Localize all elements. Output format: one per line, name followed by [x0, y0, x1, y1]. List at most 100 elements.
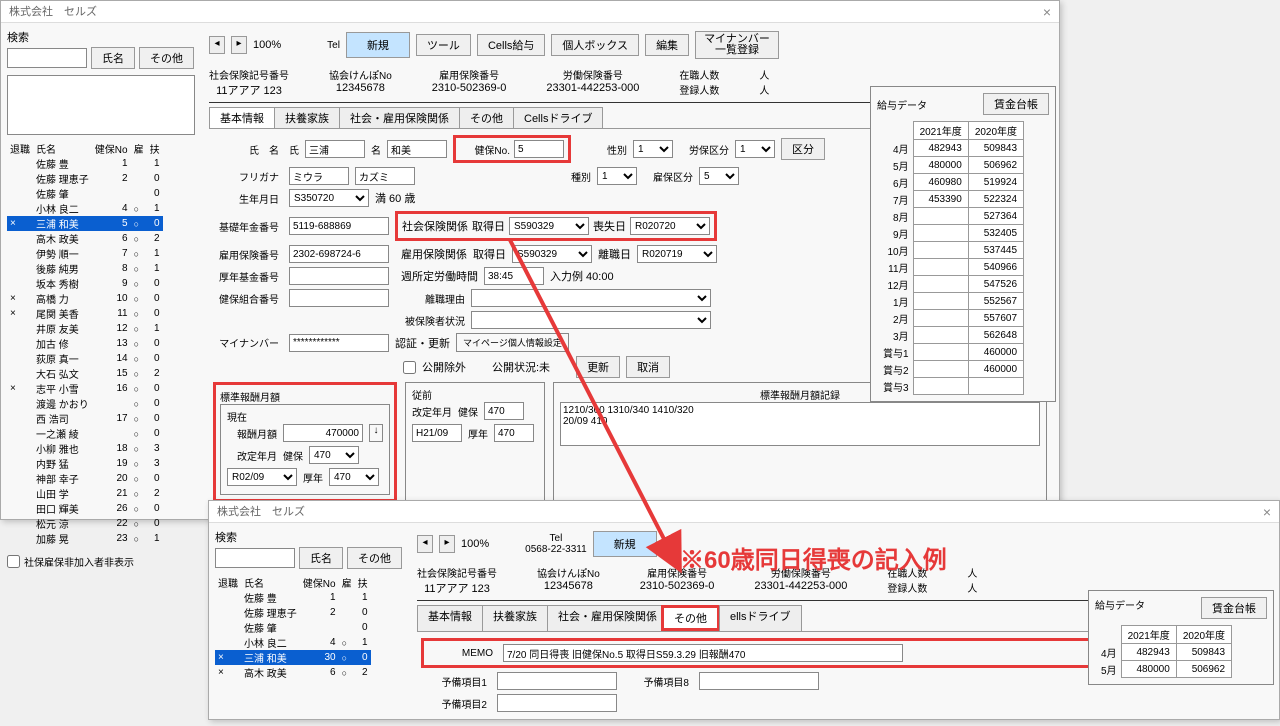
table-row[interactable]: 小林 良二4○1	[215, 635, 371, 650]
new-btn-2[interactable]: 新規	[593, 531, 657, 557]
table-row[interactable]: 神部 幸子20○0	[7, 471, 163, 486]
table-row[interactable]: 一之瀬 綾○0	[7, 426, 163, 441]
yobi8-input[interactable]	[699, 672, 819, 690]
social-loss-select[interactable]: R020720	[630, 217, 710, 235]
table-row[interactable]: ×尾関 美香11○0	[7, 306, 163, 321]
prev-btn[interactable]: ◂	[209, 36, 225, 54]
tab-basic[interactable]: 基本情報	[209, 107, 275, 128]
search-input[interactable]	[7, 48, 87, 68]
table-row[interactable]: 高木 政美6○2	[7, 231, 163, 246]
table-row[interactable]: 田口 輝美26○0	[7, 501, 163, 516]
kiso-input[interactable]	[289, 217, 389, 235]
emp-kubun-select[interactable]: 5	[699, 167, 739, 185]
edit-btn[interactable]: 編集	[645, 34, 689, 56]
table-row[interactable]: 佐藤 理恵子20	[215, 605, 371, 620]
furi-mei[interactable]	[355, 167, 415, 185]
table-row[interactable]: 小柳 雅也18○3	[7, 441, 163, 456]
weekhours-input[interactable]	[484, 267, 544, 285]
close-icon[interactable]: ×	[1043, 1, 1051, 22]
table-row[interactable]: 小林 良二4○1	[7, 201, 163, 216]
table-row[interactable]: 松元 涼22○0	[7, 516, 163, 531]
kenpo-no-input[interactable]	[514, 140, 564, 158]
kikin-input[interactable]	[289, 267, 389, 285]
table-row[interactable]: 後藤 純男8○1	[7, 261, 163, 276]
hide-nonmember-row[interactable]: 社保雇保非加入者非表示	[7, 554, 195, 569]
kounen-grade[interactable]: 470	[329, 468, 379, 486]
table-row[interactable]: 内野 猛19○3	[7, 456, 163, 471]
tool-btn[interactable]: ツール	[416, 34, 471, 56]
ledger-btn-2[interactable]: 賃金台帳	[1201, 597, 1267, 619]
tab-dependents[interactable]: 扶養家族	[274, 107, 340, 128]
tab-dep-2[interactable]: 扶養家族	[482, 605, 548, 631]
mei-input[interactable]	[387, 140, 447, 158]
labor-select[interactable]: 1	[735, 140, 775, 158]
search-name-btn-2[interactable]: 氏名	[299, 547, 343, 569]
sex-select[interactable]: 1	[633, 140, 673, 158]
mynumber-input[interactable]	[289, 334, 389, 352]
insured-select[interactable]	[471, 311, 711, 329]
table-row[interactable]: 坂本 秀樹9○0	[7, 276, 163, 291]
type-select[interactable]: 1	[597, 167, 637, 185]
memo-input[interactable]	[503, 644, 903, 662]
top-toolbar: ◂ ▸ 100% Tel 新規 ツール Cells給与 個人ボックス 編集 マイ…	[209, 27, 1051, 63]
tab-other[interactable]: その他	[459, 107, 514, 128]
furi-sei[interactable]	[289, 167, 349, 185]
publish-except-check[interactable]	[403, 361, 416, 374]
table-row[interactable]: 加藤 晃23○1	[7, 531, 163, 546]
close-icon[interactable]: ×	[1263, 501, 1271, 522]
table-row[interactable]: 山田 学21○2	[7, 486, 163, 501]
kubun-btn[interactable]: 区分	[781, 138, 825, 160]
yobi1-input[interactable]	[497, 672, 617, 690]
tab-other-2[interactable]: その他	[661, 605, 720, 631]
tab-cellsdrive[interactable]: Cellsドライブ	[513, 107, 603, 128]
search-name-btn[interactable]: 氏名	[91, 47, 135, 69]
table-row[interactable]: 佐藤 理恵子20	[7, 171, 163, 186]
mynumber-list-btn[interactable]: マイナンバー 一覧登録	[695, 31, 779, 59]
social-acq-select[interactable]: S590329	[509, 217, 589, 235]
table-row[interactable]: 加古 修13○0	[7, 336, 163, 351]
leave-select[interactable]: R020719	[637, 245, 717, 263]
yobi2-input[interactable]	[497, 694, 617, 712]
table-row[interactable]: ×志平 小雪16○0	[7, 381, 163, 396]
new-btn[interactable]: 新規	[346, 32, 410, 58]
search-other-btn[interactable]: その他	[139, 47, 194, 69]
ledger-btn[interactable]: 賃金台帳	[983, 93, 1049, 115]
tab-ins-2[interactable]: 社会・雇用保険関係	[547, 605, 662, 631]
cancel-btn[interactable]: 取消	[626, 356, 670, 378]
monthly-input[interactable]	[283, 424, 363, 442]
emp-acq-select[interactable]: S590329	[512, 245, 592, 263]
search-other-btn-2[interactable]: その他	[347, 547, 402, 569]
table-row[interactable]: 佐藤 豊11	[215, 590, 371, 605]
search-input-2[interactable]	[215, 548, 295, 568]
table-row[interactable]: ×高橋 力10○0	[7, 291, 163, 306]
tab-insurance[interactable]: 社会・雇用保険関係	[339, 107, 460, 128]
emp-ins-no-input[interactable]	[289, 245, 389, 263]
leave-reason-select[interactable]	[471, 289, 711, 307]
kumiai-input[interactable]	[289, 289, 389, 307]
next-btn[interactable]: ▸	[231, 36, 247, 54]
table-row[interactable]: ×高木 政美6○2	[215, 665, 371, 680]
table-row[interactable]: ×三浦 和美30○0	[215, 650, 371, 665]
search-result-list[interactable]	[7, 75, 195, 135]
personal-box-btn[interactable]: 個人ボックス	[551, 34, 639, 56]
update-btn[interactable]: 更新	[576, 356, 620, 378]
table-row[interactable]: 佐藤 豊11	[7, 156, 163, 171]
tab-basic-2[interactable]: 基本情報	[417, 605, 483, 631]
table-row[interactable]: 西 浩司17○0	[7, 411, 163, 426]
table-row[interactable]: 大石 弘文15○2	[7, 366, 163, 381]
change-ym[interactable]: R02/09	[227, 468, 297, 486]
table-row[interactable]: 荻原 真一14○0	[7, 351, 163, 366]
tab-drive-2[interactable]: ellsドライブ	[719, 605, 802, 631]
table-row[interactable]: 伊勢 順一7○1	[7, 246, 163, 261]
table-row[interactable]: ×三浦 和美5○0	[7, 216, 163, 231]
hide-nonmember-check[interactable]	[7, 555, 20, 568]
table-row[interactable]: 佐藤 肇0	[215, 620, 371, 635]
table-row[interactable]: 渡邊 かおり○0	[7, 396, 163, 411]
table-row[interactable]: 佐藤 肇0	[7, 186, 163, 201]
cells-pay-btn[interactable]: Cells給与	[477, 34, 545, 56]
sei-input[interactable]	[305, 140, 365, 158]
table-row[interactable]: 井原 友美12○1	[7, 321, 163, 336]
birth-select[interactable]: S350720	[289, 189, 369, 207]
titlebar-1: 株式会社 セルズ ×	[1, 1, 1059, 23]
kenpo-grade[interactable]: 470	[309, 446, 359, 464]
